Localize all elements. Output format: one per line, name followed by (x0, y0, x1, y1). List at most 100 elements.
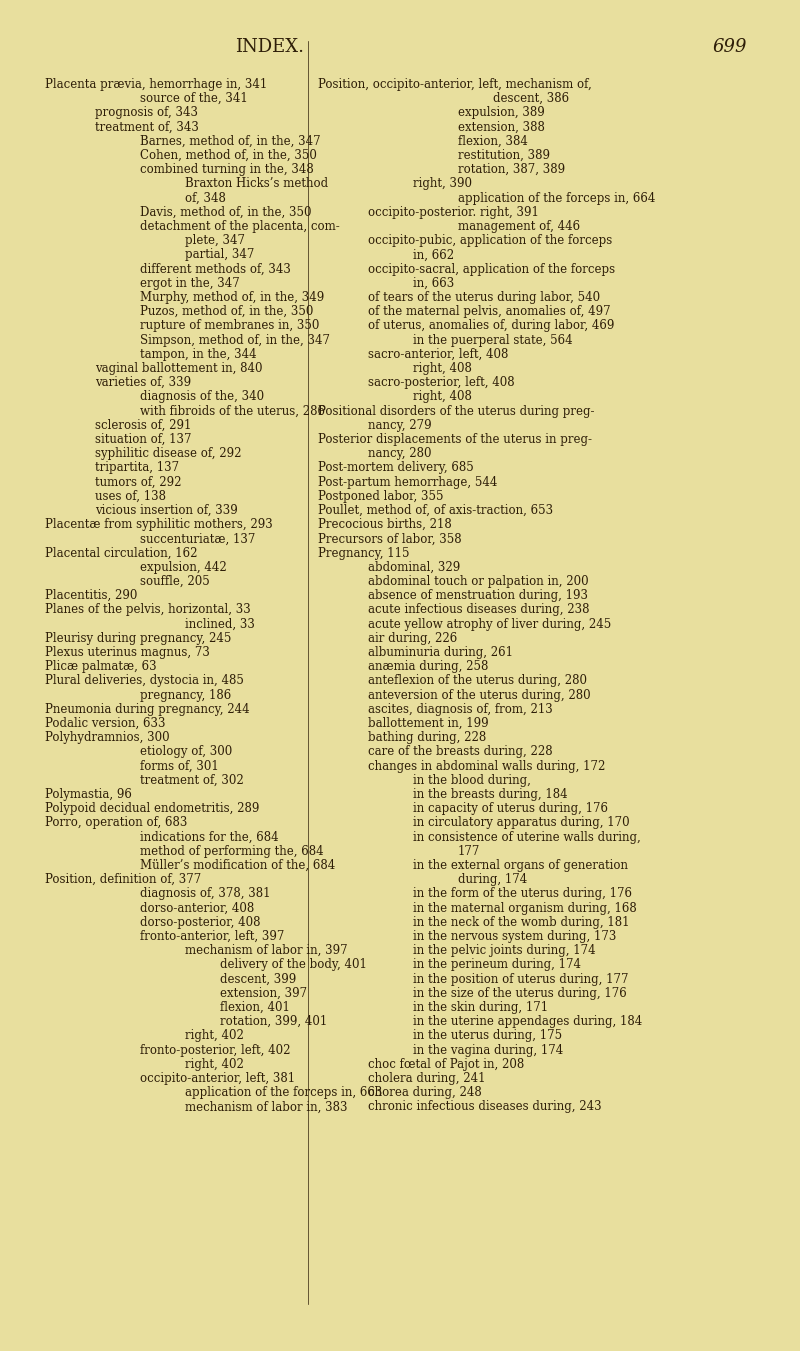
Text: right, 390: right, 390 (413, 177, 472, 190)
Text: etiology of, 300: etiology of, 300 (140, 746, 232, 758)
Text: Post-partum hemorrhage, 544: Post-partum hemorrhage, 544 (318, 476, 498, 489)
Text: albuminuria during, 261: albuminuria during, 261 (368, 646, 513, 659)
Text: tumors of, 292: tumors of, 292 (95, 476, 182, 489)
Text: forms of, 301: forms of, 301 (140, 759, 218, 773)
Text: Plexus uterinus magnus, 73: Plexus uterinus magnus, 73 (45, 646, 210, 659)
Text: diagnosis of, 378, 381: diagnosis of, 378, 381 (140, 888, 270, 900)
Text: situation of, 137: situation of, 137 (95, 434, 191, 446)
Text: in the puerperal state, 564: in the puerperal state, 564 (413, 334, 573, 347)
Text: delivery of the body, 401: delivery of the body, 401 (220, 958, 367, 971)
Text: Placentæ from syphilitic mothers, 293: Placentæ from syphilitic mothers, 293 (45, 519, 273, 531)
Text: Precocious births, 218: Precocious births, 218 (318, 519, 452, 531)
Text: extension, 397: extension, 397 (220, 986, 307, 1000)
Text: application of the forceps in, 664: application of the forceps in, 664 (458, 192, 655, 204)
Text: in the position of uterus during, 177: in the position of uterus during, 177 (413, 973, 629, 986)
Text: occipito-sacral, application of the forceps: occipito-sacral, application of the forc… (368, 262, 615, 276)
Text: in the external organs of generation: in the external organs of generation (413, 859, 628, 871)
Text: Podalic version, 633: Podalic version, 633 (45, 717, 166, 730)
Text: ballottement in, 199: ballottement in, 199 (368, 717, 489, 730)
Text: in the form of the uterus during, 176: in the form of the uterus during, 176 (413, 888, 632, 900)
Text: Porro, operation of, 683: Porro, operation of, 683 (45, 816, 187, 830)
Text: uses of, 138: uses of, 138 (95, 490, 166, 503)
Text: vicious insertion of, 339: vicious insertion of, 339 (95, 504, 238, 517)
Text: right, 402: right, 402 (185, 1029, 244, 1043)
Text: right, 408: right, 408 (413, 390, 472, 404)
Text: fronto-posterior, left, 402: fronto-posterior, left, 402 (140, 1043, 290, 1056)
Text: anteversion of the uterus during, 280: anteversion of the uterus during, 280 (368, 689, 590, 701)
Text: management of, 446: management of, 446 (458, 220, 580, 232)
Text: Simpson, method of, in the, 347: Simpson, method of, in the, 347 (140, 334, 330, 347)
Text: diagnosis of the, 340: diagnosis of the, 340 (140, 390, 264, 404)
Text: in the blood during,: in the blood during, (413, 774, 531, 786)
Text: in the pelvic joints during, 174: in the pelvic joints during, 174 (413, 944, 596, 958)
Text: anæmia during, 258: anæmia during, 258 (368, 661, 488, 673)
Text: different methods of, 343: different methods of, 343 (140, 262, 291, 276)
Text: rotation, 387, 389: rotation, 387, 389 (458, 163, 565, 176)
Text: Puzos, method of, in the, 350: Puzos, method of, in the, 350 (140, 305, 314, 319)
Text: expulsion, 389: expulsion, 389 (458, 107, 545, 119)
Text: treatment of, 343: treatment of, 343 (95, 120, 199, 134)
Text: occipito-pubic, application of the forceps: occipito-pubic, application of the force… (368, 234, 612, 247)
Text: Polypoid decidual endometritis, 289: Polypoid decidual endometritis, 289 (45, 802, 259, 815)
Text: flexion, 401: flexion, 401 (220, 1001, 290, 1015)
Text: in the maternal organism during, 168: in the maternal organism during, 168 (413, 901, 637, 915)
Text: sacro-posterior, left, 408: sacro-posterior, left, 408 (368, 376, 514, 389)
Text: Pregnancy, 115: Pregnancy, 115 (318, 547, 410, 559)
Text: combined turning in the, 348: combined turning in the, 348 (140, 163, 314, 176)
Text: partial, 347: partial, 347 (185, 249, 254, 261)
Text: in the neck of the womb during, 181: in the neck of the womb during, 181 (413, 916, 630, 928)
Text: Pneumonia during pregnancy, 244: Pneumonia during pregnancy, 244 (45, 703, 250, 716)
Text: occipito-anterior, left, 381: occipito-anterior, left, 381 (140, 1071, 295, 1085)
Text: of, 348: of, 348 (185, 192, 226, 204)
Text: in the uterus during, 175: in the uterus during, 175 (413, 1029, 562, 1043)
Text: mechanism of labor in, 383: mechanism of labor in, 383 (185, 1101, 347, 1113)
Text: in the skin during, 171: in the skin during, 171 (413, 1001, 548, 1015)
Text: sacro-anterior, left, 408: sacro-anterior, left, 408 (368, 347, 508, 361)
Text: descent, 399: descent, 399 (220, 973, 296, 986)
Text: in the size of the uterus during, 176: in the size of the uterus during, 176 (413, 986, 626, 1000)
Text: in, 663: in, 663 (413, 277, 454, 290)
Text: Pleurisy during pregnancy, 245: Pleurisy during pregnancy, 245 (45, 632, 231, 644)
Text: prognosis of, 343: prognosis of, 343 (95, 107, 198, 119)
Text: anteflexion of the uterus during, 280: anteflexion of the uterus during, 280 (368, 674, 587, 688)
Text: plete, 347: plete, 347 (185, 234, 245, 247)
Text: acute yellow atrophy of liver during, 245: acute yellow atrophy of liver during, 24… (368, 617, 611, 631)
Text: descent, 386: descent, 386 (493, 92, 569, 105)
Text: Planes of the pelvis, horizontal, 33: Planes of the pelvis, horizontal, 33 (45, 604, 250, 616)
Text: 177: 177 (458, 844, 480, 858)
Text: Barnes, method of, in the, 347: Barnes, method of, in the, 347 (140, 135, 321, 147)
Text: nancy, 280: nancy, 280 (368, 447, 431, 461)
Text: in capacity of uterus during, 176: in capacity of uterus during, 176 (413, 802, 608, 815)
Text: in the vagina during, 174: in the vagina during, 174 (413, 1043, 563, 1056)
Text: rotation, 399, 401: rotation, 399, 401 (220, 1015, 327, 1028)
Text: dorso-anterior, 408: dorso-anterior, 408 (140, 901, 254, 915)
Text: in consistence of uterine walls during,: in consistence of uterine walls during, (413, 831, 641, 843)
Text: varieties of, 339: varieties of, 339 (95, 376, 191, 389)
Text: in the perineum during, 174: in the perineum during, 174 (413, 958, 581, 971)
Text: detachment of the placenta, com-: detachment of the placenta, com- (140, 220, 340, 232)
Text: air during, 226: air during, 226 (368, 632, 458, 644)
Text: Cohen, method of, in the, 350: Cohen, method of, in the, 350 (140, 149, 317, 162)
Text: Müller’s modification of the, 684: Müller’s modification of the, 684 (140, 859, 335, 871)
Text: 699: 699 (713, 38, 747, 55)
Text: Polyhydramnios, 300: Polyhydramnios, 300 (45, 731, 170, 744)
Text: of tears of the uterus during labor, 540: of tears of the uterus during labor, 540 (368, 290, 600, 304)
Text: sclerosis of, 291: sclerosis of, 291 (95, 419, 191, 432)
Text: syphilitic disease of, 292: syphilitic disease of, 292 (95, 447, 242, 461)
Text: chorea during, 248: chorea during, 248 (368, 1086, 482, 1100)
Text: of uterus, anomalies of, during labor, 469: of uterus, anomalies of, during labor, 4… (368, 319, 614, 332)
Text: cholera during, 241: cholera during, 241 (368, 1071, 486, 1085)
Text: Plicæ palmatæ, 63: Plicæ palmatæ, 63 (45, 661, 157, 673)
Text: ascites, diagnosis of, from, 213: ascites, diagnosis of, from, 213 (368, 703, 553, 716)
Text: absence of menstruation during, 193: absence of menstruation during, 193 (368, 589, 588, 603)
Text: flexion, 384: flexion, 384 (458, 135, 528, 147)
Text: mechanism of labor in, 397: mechanism of labor in, 397 (185, 944, 348, 958)
Text: in the nervous system during, 173: in the nervous system during, 173 (413, 929, 616, 943)
Text: Positional disorders of the uterus during preg-: Positional disorders of the uterus durin… (318, 404, 594, 417)
Text: bathing during, 228: bathing during, 228 (368, 731, 486, 744)
Text: tampon, in the, 344: tampon, in the, 344 (140, 347, 257, 361)
Text: in circulatory apparatus during, 170: in circulatory apparatus during, 170 (413, 816, 630, 830)
Text: Placentitis, 290: Placentitis, 290 (45, 589, 138, 603)
Text: rupture of membranes in, 350: rupture of membranes in, 350 (140, 319, 319, 332)
Text: of the maternal pelvis, anomalies of, 497: of the maternal pelvis, anomalies of, 49… (368, 305, 610, 319)
